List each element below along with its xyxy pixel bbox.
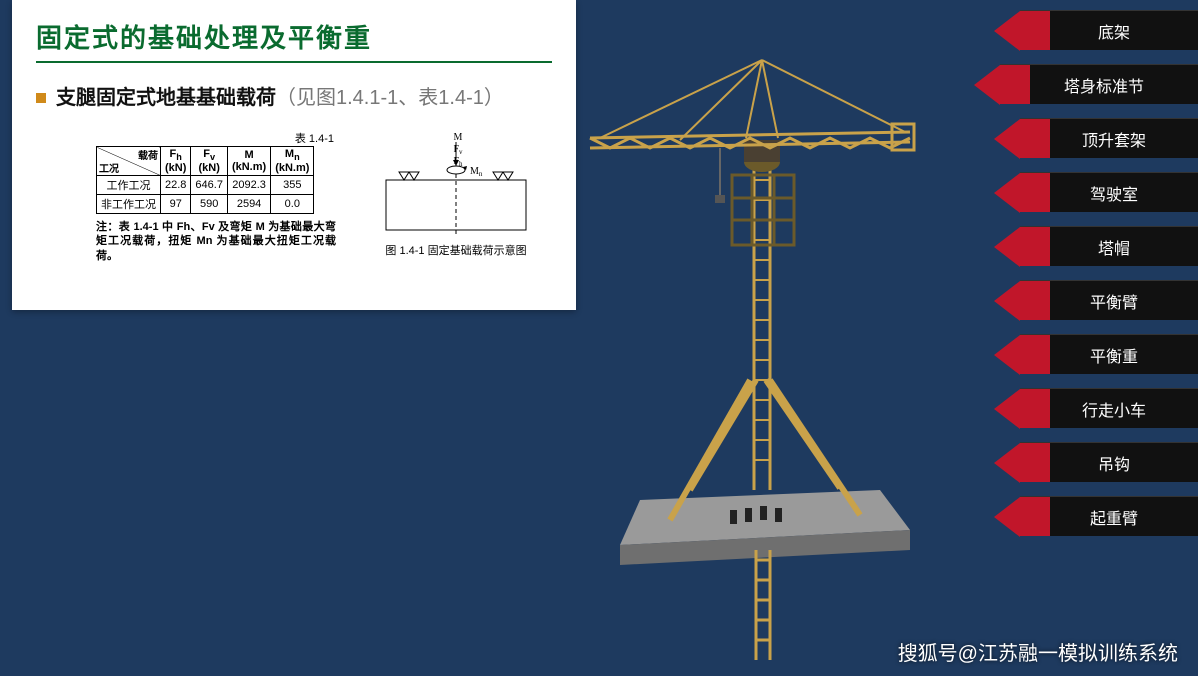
menu-item-label: 塔身标准节 xyxy=(1054,73,1144,97)
diagram-block: M Fv Fh Mn 图 1.4-1 固定基础载荷示意图 xyxy=(366,130,546,258)
menu-item[interactable]: 驾驶室 xyxy=(1020,172,1198,212)
cell: 646.7 xyxy=(191,176,228,195)
panel-title: 固定式的基础处理及平衡重 xyxy=(36,18,552,63)
table-caption: 表 1.4-1 xyxy=(96,130,336,146)
table-col-header: Mn(kN.m) xyxy=(271,147,314,176)
crane-illustration xyxy=(520,20,960,660)
table-row: 非工作工况9759025940.0 xyxy=(97,195,314,214)
bullet-main: 支腿固定式地基基础载荷 xyxy=(56,87,276,109)
chevron-right-icon xyxy=(994,497,1020,537)
menu-item[interactable]: 底架 xyxy=(1020,10,1198,50)
bullet-ref: （见图1.4.1-1、表1.4-1） xyxy=(276,87,504,109)
table-corner: 载荷工况 xyxy=(97,147,161,176)
menu-item-label: 顶升套架 xyxy=(1072,127,1146,151)
bullet-icon xyxy=(36,93,46,103)
cell: 590 xyxy=(191,195,228,214)
menu-item[interactable]: 塔帽 xyxy=(1020,226,1198,266)
row-label: 非工作工况 xyxy=(97,195,161,214)
chevron-right-icon xyxy=(994,443,1020,483)
menu-item-label: 平衡臂 xyxy=(1080,289,1138,313)
chevron-right-icon xyxy=(994,11,1020,51)
table-body: 工作工况22.8646.72092.3355非工作工况9759025940.0 xyxy=(97,176,314,214)
watermark: 搜狐号@江苏融一模拟训练系统 xyxy=(898,637,1178,666)
menu-item-label: 起重臂 xyxy=(1080,505,1138,529)
svg-text:Mn: Mn xyxy=(470,166,483,178)
parts-menu: 底架塔身标准节顶升套架驾驶室塔帽平衡臂平衡重行走小车吊钩起重臂 xyxy=(1000,10,1198,536)
menu-item[interactable]: 起重臂 xyxy=(1020,496,1198,536)
table-col-header: M(kN.m) xyxy=(227,147,270,176)
table-block: 表 1.4-1 载荷工况Fh(kN)Fv(kN)M(kN.m)Mn(kN.m) … xyxy=(96,130,336,263)
table-head: 载荷工况Fh(kN)Fv(kN)M(kN.m)Mn(kN.m) xyxy=(97,147,314,176)
menu-item-label: 平衡重 xyxy=(1080,343,1138,367)
cell: 2092.3 xyxy=(227,176,270,195)
menu-item-label: 底架 xyxy=(1088,19,1130,43)
menu-item-label: 吊钩 xyxy=(1088,451,1130,475)
chevron-right-icon xyxy=(994,389,1020,429)
load-table: 载荷工况Fh(kN)Fv(kN)M(kN.m)Mn(kN.m) 工作工况22.8… xyxy=(96,146,314,214)
chevron-right-icon xyxy=(994,227,1020,267)
bullet-row: 支腿固定式地基基础载荷（见图1.4.1-1、表1.4-1） xyxy=(36,85,552,112)
chevron-right-icon xyxy=(994,335,1020,375)
cell: 2594 xyxy=(227,195,270,214)
table-col-header: Fv(kN) xyxy=(191,147,228,176)
menu-item-label: 行走小车 xyxy=(1072,397,1146,421)
diagram-caption: 图 1.4-1 固定基础载荷示意图 xyxy=(366,242,546,258)
table-col-header: Fh(kN) xyxy=(161,147,191,176)
chevron-right-icon xyxy=(994,119,1020,159)
menu-item[interactable]: 行走小车 xyxy=(1020,388,1198,428)
menu-item[interactable]: 平衡臂 xyxy=(1020,280,1198,320)
menu-item-label: 驾驶室 xyxy=(1080,181,1138,205)
chevron-right-icon xyxy=(994,173,1020,213)
cell: 0.0 xyxy=(271,195,314,214)
menu-item[interactable]: 平衡重 xyxy=(1020,334,1198,374)
menu-item[interactable]: 吊钩 xyxy=(1020,442,1198,482)
info-panel: 固定式的基础处理及平衡重 支腿固定式地基基础载荷（见图1.4.1-1、表1.4-… xyxy=(12,0,576,310)
load-diagram: M Fv Fh Mn xyxy=(366,130,546,240)
table-note: 注：表 1.4-1 中 Fh、Fv 及弯矩 M 为基础最大弯矩工况载荷，扭矩 M… xyxy=(96,220,336,263)
row-label: 工作工况 xyxy=(97,176,161,195)
chevron-right-icon xyxy=(994,281,1020,321)
cell: 97 xyxy=(161,195,191,214)
menu-item[interactable]: 顶升套架 xyxy=(1020,118,1198,158)
bullet-text: 支腿固定式地基基础载荷（见图1.4.1-1、表1.4-1） xyxy=(56,85,504,112)
menu-item[interactable]: 塔身标准节 xyxy=(1000,64,1198,104)
cell: 22.8 xyxy=(161,176,191,195)
svg-text:M: M xyxy=(454,132,463,143)
table-row: 工作工况22.8646.72092.3355 xyxy=(97,176,314,195)
cell: 355 xyxy=(271,176,314,195)
menu-item-label: 塔帽 xyxy=(1088,235,1130,259)
chevron-right-icon xyxy=(974,65,1000,105)
svg-text:Fv: Fv xyxy=(453,144,463,156)
